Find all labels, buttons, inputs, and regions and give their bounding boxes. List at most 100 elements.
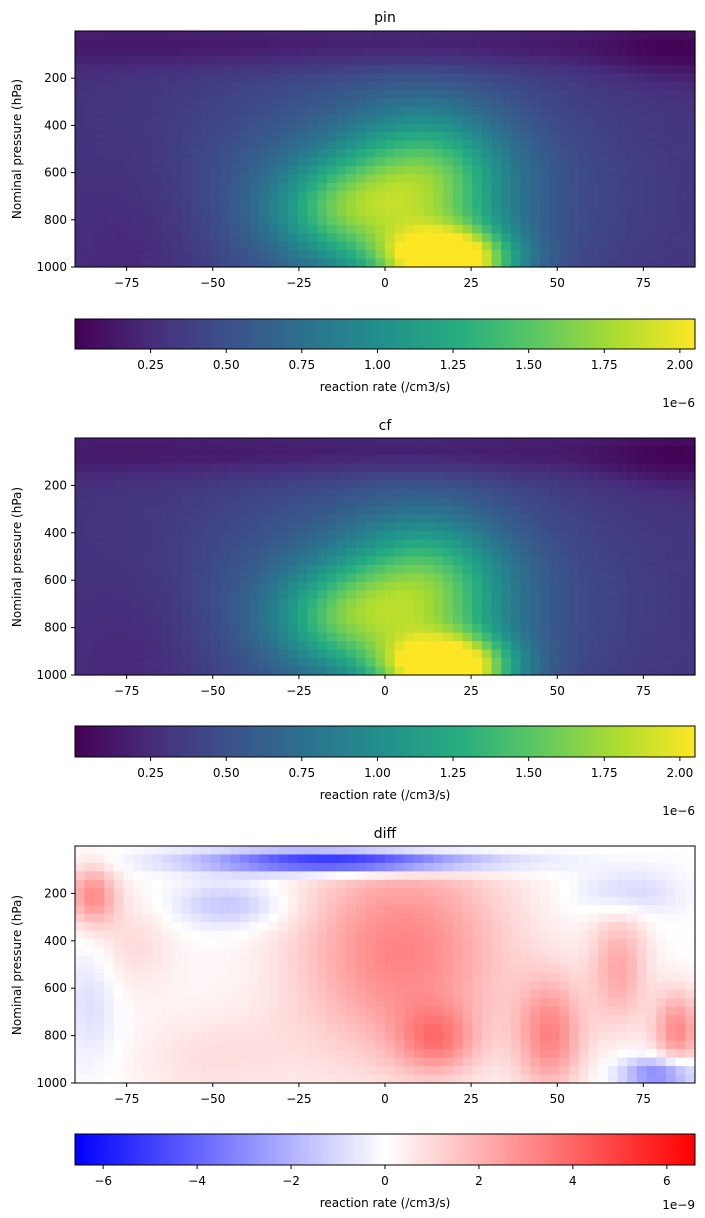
heatmap-cell	[210, 922, 221, 932]
heatmap-cell	[452, 522, 464, 532]
heatmap-cell	[656, 224, 667, 234]
heatmap-cell	[365, 149, 376, 159]
heatmap-cell	[617, 624, 628, 634]
heatmap-cell	[307, 905, 318, 915]
heatmap-cell	[423, 191, 435, 201]
heatmap-cell	[501, 233, 512, 243]
heatmap-cell	[181, 216, 192, 226]
heatmap-cell	[569, 879, 580, 889]
heatmap-cell	[607, 939, 619, 949]
heatmap-cell	[549, 548, 560, 558]
heatmap-cell	[588, 149, 599, 159]
heatmap-cell	[414, 132, 425, 142]
heatmap-cell	[346, 463, 357, 473]
heatmap-cell	[423, 56, 435, 66]
heatmap-cell	[636, 649, 648, 659]
heatmap-cell	[200, 47, 212, 57]
heatmap-cell	[452, 922, 464, 932]
heatmap-cell	[510, 548, 522, 558]
heatmap-cell	[355, 846, 367, 856]
heatmap-cell	[278, 556, 289, 566]
heatmap-cell	[588, 871, 599, 881]
heatmap-cell	[297, 480, 309, 490]
heatmap-cell	[559, 31, 570, 41]
heatmap-cell	[559, 862, 570, 872]
heatmap-cell	[326, 548, 338, 558]
heatmap-cell	[656, 930, 667, 940]
heatmap-cell	[336, 888, 347, 898]
heatmap-cell	[646, 581, 657, 591]
heatmap-cell	[336, 81, 347, 91]
heatmap-cell	[404, 463, 415, 473]
heatmap-cell	[113, 879, 125, 889]
heatmap-cell	[326, 615, 338, 625]
heatmap-cell	[501, 922, 512, 932]
heatmap-cell	[75, 140, 86, 150]
heatmap-cell	[385, 174, 396, 184]
heatmap-cell	[559, 998, 570, 1008]
heatmap-cell	[317, 98, 328, 108]
heatmap-cell	[423, 157, 435, 167]
heatmap-cell	[288, 199, 299, 209]
heatmap-cell	[288, 123, 299, 133]
heatmap-cell	[307, 224, 318, 234]
heatmap-cell	[617, 846, 628, 856]
heatmap-cell	[142, 956, 154, 966]
heatmap-cell	[249, 871, 260, 881]
heatmap-cell	[191, 632, 202, 642]
heatmap-cell	[249, 90, 260, 100]
heatmap-cell	[462, 522, 473, 532]
heatmap-cell	[578, 964, 590, 974]
heatmap-cell	[307, 947, 318, 957]
heatmap-cell	[520, 258, 531, 268]
heatmap-cell	[540, 115, 551, 125]
heatmap-cell	[452, 157, 464, 167]
heatmap-cell	[133, 471, 144, 481]
heatmap-cell	[181, 913, 192, 923]
heatmap-cell	[375, 149, 386, 159]
heatmap-cell	[656, 123, 667, 133]
heatmap-cell	[433, 480, 444, 490]
heatmap-cell	[423, 539, 435, 549]
heatmap-cell	[230, 149, 241, 159]
heatmap-cell	[220, 905, 231, 915]
heatmap-cell	[636, 972, 648, 983]
heatmap-cell	[656, 174, 667, 184]
heatmap-cell	[307, 598, 318, 608]
heatmap-cell	[84, 438, 95, 448]
heatmap-cell	[540, 149, 551, 159]
heatmap-cell	[665, 989, 677, 999]
heatmap-cell	[646, 149, 657, 159]
heatmap-cell	[607, 47, 619, 57]
heatmap-cell	[685, 998, 696, 1008]
heatmap-cell	[598, 505, 609, 515]
heatmap-cell	[540, 174, 551, 184]
heatmap-cell	[297, 98, 309, 108]
heatmap-cell	[336, 846, 347, 856]
heatmap-cell	[491, 446, 502, 456]
heatmap-cell	[326, 947, 338, 957]
heatmap-cell	[569, 438, 580, 448]
heatmap-cell	[588, 947, 599, 957]
heatmap-cell	[297, 258, 309, 268]
heatmap-cell	[249, 241, 260, 251]
heatmap-cell	[530, 888, 541, 898]
heatmap-cell	[520, 998, 531, 1008]
heatmap-cell	[220, 1015, 231, 1025]
heatmap-cell	[617, 896, 628, 906]
heatmap-cell	[481, 649, 493, 659]
heatmap-cell	[123, 488, 134, 498]
heatmap-cell	[665, 98, 677, 108]
heatmap-cell	[404, 480, 415, 490]
heatmap-cell	[375, 539, 386, 549]
heatmap-cell	[375, 649, 386, 659]
heatmap-cell	[510, 896, 522, 906]
heatmap-cell	[326, 47, 338, 57]
heatmap-cell	[142, 666, 154, 676]
heatmap-cell	[598, 989, 609, 999]
colorbar-tick-label: 0.25	[137, 358, 164, 372]
heatmap-cell	[152, 31, 163, 41]
heatmap-cell	[569, 939, 580, 949]
heatmap-cell	[94, 531, 105, 541]
heatmap-cell	[646, 888, 657, 898]
